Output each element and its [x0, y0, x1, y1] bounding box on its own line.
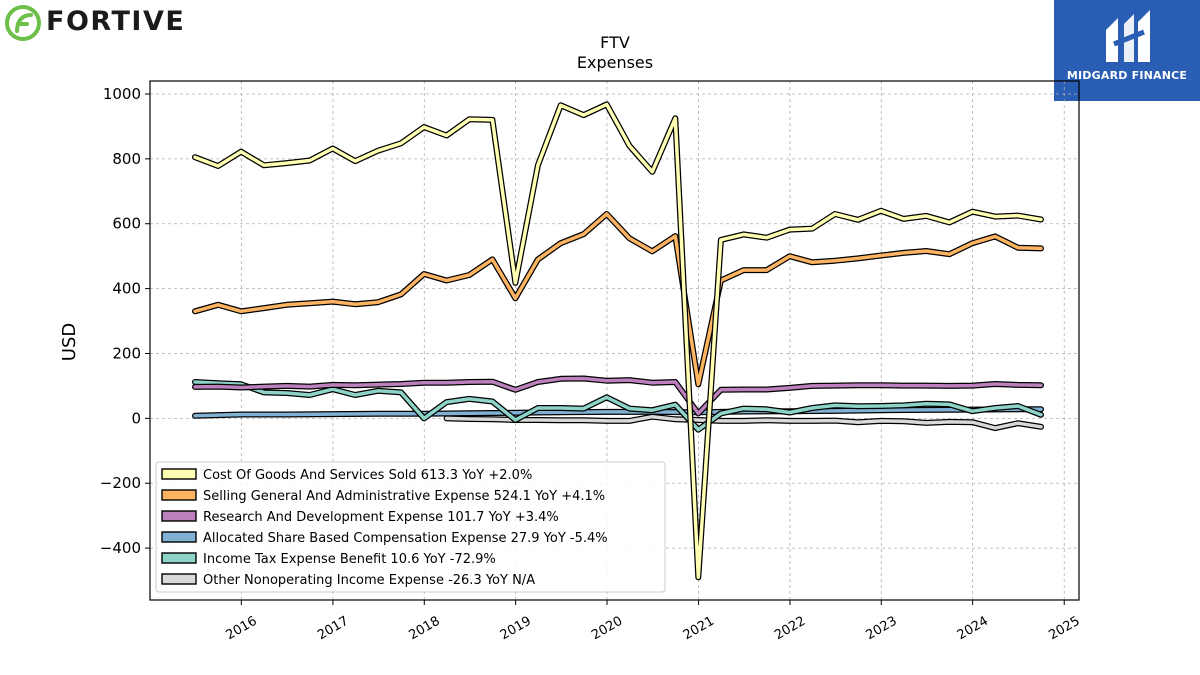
y-tick-label: 400 — [112, 280, 141, 298]
y-tick-label: 600 — [112, 215, 141, 233]
legend-entry: Income Tax Expense Benefit 10.6 YoY -72.… — [203, 552, 496, 567]
y-tick-label: −200 — [100, 474, 141, 492]
y-tick-label: −400 — [100, 539, 141, 557]
legend-swatch — [161, 573, 197, 585]
series-line — [192, 211, 1044, 388]
legend-swatch — [161, 489, 197, 501]
series-line-stroke — [444, 414, 1043, 430]
legend: Cost Of Goods And Services Sold 613.3 Yo… — [155, 461, 666, 593]
legend-swatch — [161, 510, 197, 522]
series-line-outline — [192, 211, 1044, 388]
series-line-stroke — [193, 407, 1043, 418]
badge-text: MIDGARD FINANCE — [1066, 69, 1188, 82]
series-line-stroke — [193, 102, 1043, 580]
y-tick-label: 800 — [112, 150, 141, 168]
x-tick-label: 2024 — [955, 614, 991, 644]
x-tick-label: 2016 — [224, 614, 260, 644]
x-tick-label: 2023 — [863, 614, 899, 644]
brand-logo: FORTIVE — [4, 4, 194, 42]
y-tick-label: 1000 — [103, 85, 141, 103]
x-tick-label: 2021 — [681, 614, 717, 644]
x-tick-label: 2025 — [1046, 614, 1082, 644]
x-tick-label: 2017 — [315, 614, 351, 644]
series-lines — [192, 101, 1044, 581]
grid-lines — [150, 81, 1079, 600]
series-line — [192, 406, 1044, 419]
legend-entry: Other Nonoperating Income Expense -26.3 … — [203, 573, 535, 588]
midgard-logo-icon — [1106, 10, 1150, 62]
legend-entry: Allocated Share Based Compensation Expen… — [203, 531, 608, 546]
legend-swatch — [161, 468, 197, 480]
y-axis-label: USD — [59, 323, 80, 361]
x-tick-label: 2018 — [406, 614, 442, 644]
legend-swatch — [161, 531, 197, 543]
legend-box — [155, 461, 666, 593]
legend-swatch — [161, 552, 197, 564]
midgard-badge: MIDGARD FINANCE — [1054, 0, 1200, 101]
plot-frame — [149, 80, 1080, 601]
series-line — [443, 413, 1044, 432]
fortive-leaf-icon — [5, 5, 41, 41]
legend-entry: Research And Development Expense 101.7 Y… — [203, 510, 559, 525]
brand-name: FORTIVE — [46, 6, 186, 37]
series-line — [192, 379, 1044, 433]
series-line-stroke — [193, 380, 1043, 432]
y-tick-label: 0 — [131, 409, 141, 427]
legend-entry: Selling General And Administrative Expen… — [203, 489, 605, 504]
series-line — [192, 375, 1044, 417]
chart-title: FTV — [600, 33, 630, 52]
series-line-stroke — [193, 376, 1043, 416]
x-tick-label: 2022 — [772, 614, 808, 644]
chart-subtitle: Expenses — [577, 53, 653, 72]
x-tick-label: 2019 — [498, 614, 534, 644]
legend-entry: Cost Of Goods And Services Sold 613.3 Yo… — [203, 468, 532, 483]
x-tick-label: 2020 — [589, 614, 625, 644]
y-tick-label: 200 — [112, 344, 141, 362]
series-line — [192, 101, 1044, 581]
series-line-stroke — [193, 212, 1043, 387]
